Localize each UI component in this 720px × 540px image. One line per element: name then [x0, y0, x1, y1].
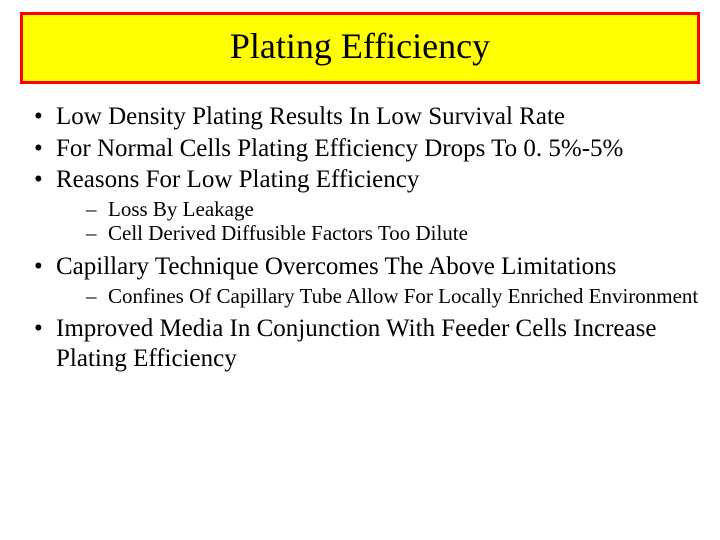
page-title: Plating Efficiency [23, 25, 697, 67]
bullet-text: Low Density Plating Results In Low Survi… [56, 103, 565, 130]
sub-list: Loss By Leakage Cell Derived Diffusible … [56, 197, 700, 247]
sub-list-item: Confines Of Capillary Tube Allow For Loc… [86, 284, 700, 309]
sub-list-item: Cell Derived Diffusible Factors Too Dilu… [86, 221, 700, 246]
title-box: Plating Efficiency [20, 12, 700, 84]
bullet-text: For Normal Cells Plating Efficiency Drop… [56, 135, 623, 162]
list-item: Capillary Technique Overcomes The Above … [28, 252, 700, 308]
sub-bullet-text: Cell Derived Diffusible Factors Too Dilu… [108, 221, 468, 245]
bullet-text: Reasons For Low Plating Efficiency [56, 166, 419, 193]
bullet-text: Capillary Technique Overcomes The Above … [56, 253, 616, 280]
list-item: For Normal Cells Plating Efficiency Drop… [28, 134, 700, 164]
sub-bullet-text: Confines Of Capillary Tube Allow For Loc… [108, 284, 698, 308]
list-item: Low Density Plating Results In Low Survi… [28, 102, 700, 132]
sub-list-item: Loss By Leakage [86, 197, 700, 222]
list-item: Improved Media In Conjunction With Feede… [28, 314, 700, 373]
sub-list: Confines Of Capillary Tube Allow For Loc… [56, 284, 700, 309]
bullet-text: Improved Media In Conjunction With Feede… [56, 315, 656, 372]
sub-bullet-text: Loss By Leakage [108, 197, 254, 221]
list-item: Reasons For Low Plating Efficiency Loss … [28, 165, 700, 246]
bullet-list: Low Density Plating Results In Low Survi… [20, 102, 700, 373]
